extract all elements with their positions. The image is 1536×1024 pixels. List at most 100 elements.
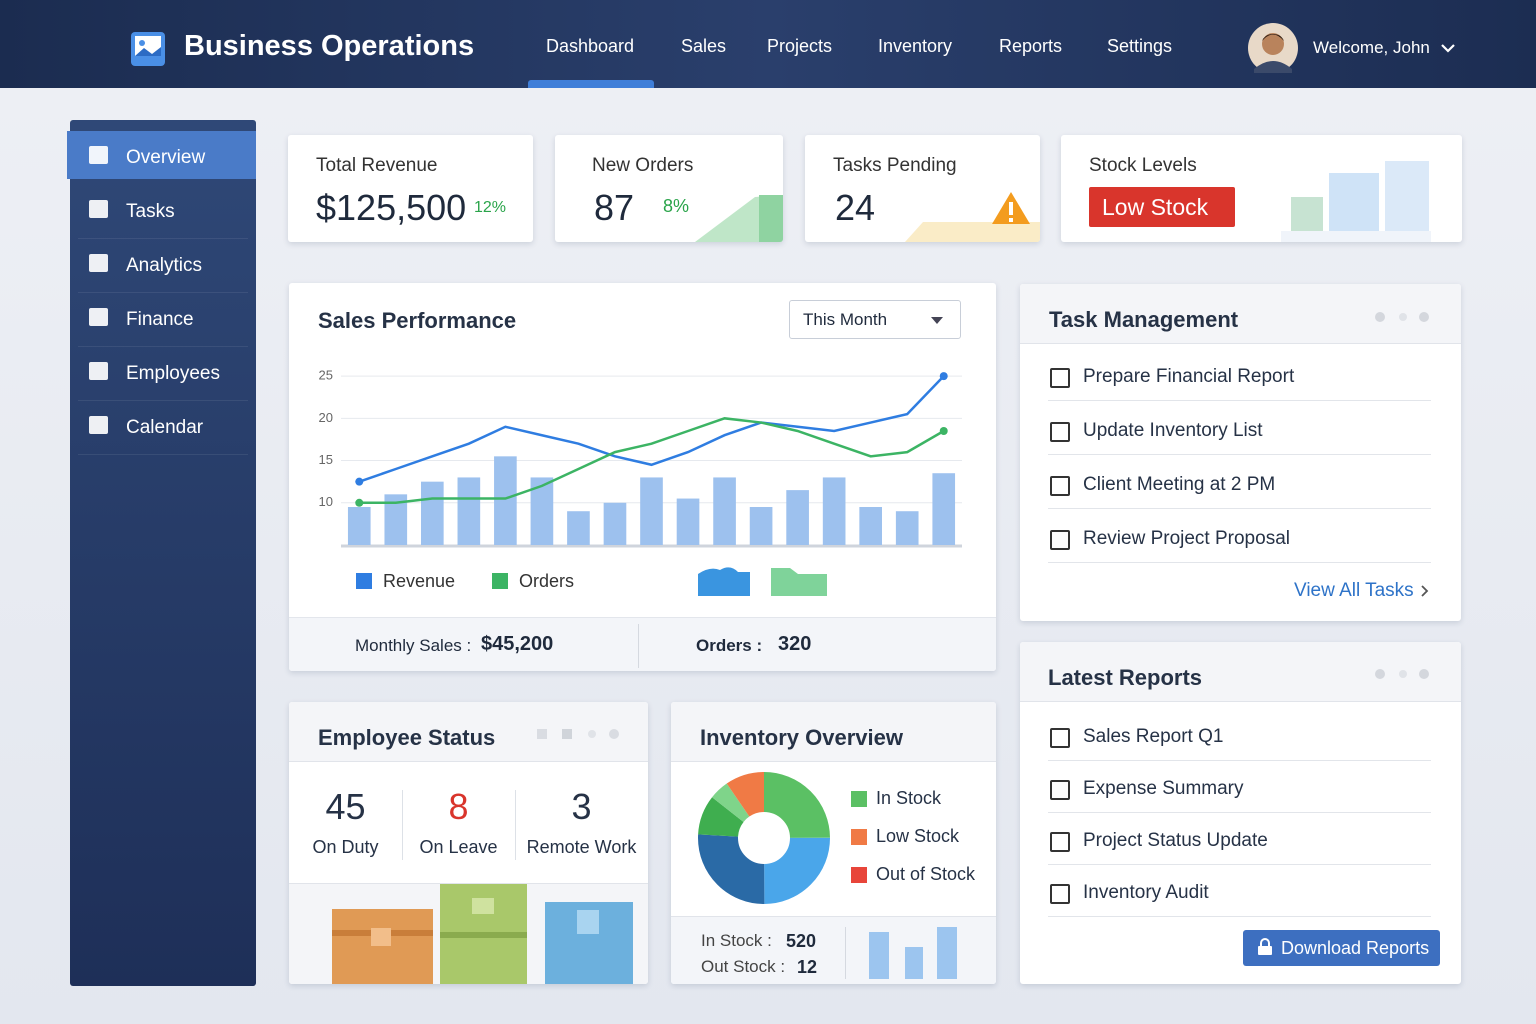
kpi-change: 12% [474,199,507,216]
sidebar-icon [89,416,108,434]
sidebar-item[interactable]: Tasks [78,185,248,239]
nav-item[interactable]: Dashboard [546,36,635,56]
employee-card: Employee Status 45 On Duty 8 On Leave 3 Remot… [289,702,648,984]
kpi-title: New Orders [592,155,694,176]
chevron[interactable] [1420,584,1430,598]
legend-swatch [492,573,508,589]
summary-label: Orders : [696,636,763,655]
stat-label: On Leave [419,837,498,857]
inventory-summary: In Stock : 520 Out Stock : 12 [671,916,996,984]
sidebar-item[interactable]: Analytics [78,239,248,293]
period-dropdown[interactable]: This Month [789,300,961,339]
sidebar-item[interactable]: Calendar [78,401,248,455]
kpi-card: New Orders 87 8% [555,135,783,242]
dropdown-caret[interactable] [1440,42,1456,54]
stat-label: On Duty [312,837,379,857]
sidebar-item[interactable]: Finance [78,293,248,347]
reports-card: Latest Reports Sales Report Q1 Expense Su… [1020,642,1461,984]
sales-card: Sales Performance This Month 10 15 20 25 Rev… [289,283,996,671]
kpi-card: Tasks Pending 24 [805,135,1040,242]
kpi-decoration [695,195,783,242]
bar [530,477,554,545]
series-line [359,417,945,505]
stat-value: 45 [325,786,366,827]
legend-label: Revenue [383,571,455,591]
legend-label: In Stock [876,788,942,808]
card-dots [1375,669,1429,679]
summary-label: Monthly Sales : [355,636,472,655]
view-all-link[interactable]: View All Tasks [1294,580,1414,601]
bar [457,477,481,545]
bar [713,477,736,545]
header: Business Operations Dashboard Sales Projec… [0,0,1536,88]
task-item[interactable]: Client Meeting at 2 PM [1048,456,1431,509]
card-title: Latest Reports [1020,642,1461,702]
divider [845,927,846,979]
sidebar-item[interactable]: Employees [78,347,248,401]
nav-item[interactable]: Reports [999,36,1063,56]
bar [932,473,956,545]
card-title: Sales Performance [318,308,517,333]
sidebar-item[interactable]: Overview [126,147,206,168]
report-item[interactable]: Sales Report Q1 [1048,708,1431,761]
lock-icon[interactable] [1257,938,1273,956]
bar [640,477,663,545]
sidebar-icon [89,146,108,164]
divider [638,624,639,668]
legend-swatch [851,829,867,845]
legend-label: Low Stock [876,826,960,846]
summary-value: $45,200 [481,633,554,655]
nav-item[interactable]: Settings [1107,36,1173,56]
stat-value: 8 [448,786,469,827]
card-dots [1375,312,1429,322]
sidebar-icon [89,308,108,326]
summary-bars [869,927,957,979]
sales-summary: Monthly Sales : $45,200 Orders : 320 [289,617,996,671]
sales-chart: 10 15 20 25 Revenue Orders [319,368,962,596]
kpi-card: Total Revenue $125,500 12% [288,135,533,242]
nav-item[interactable]: Inventory [878,36,953,56]
tasks-card: Task Management Prepare Financial Report… [1020,284,1461,621]
bar [494,456,517,545]
summary-label: Out Stock : [701,957,786,976]
kpi-change: 8% [663,196,690,216]
bar [749,507,773,545]
kpi-decoration [905,222,1040,242]
legend-label: Orders [519,571,574,591]
bar [347,507,371,545]
task-item[interactable]: Prepare Financial Report [1048,348,1431,401]
nav-item[interactable]: Sales [681,36,727,56]
y-tick-label: 25 [319,368,333,383]
brand-icon [131,32,165,66]
card-dots [537,729,619,739]
point [355,498,364,507]
legend-swatch [356,573,372,589]
kpi-value: 24 [835,187,876,228]
series-line [358,375,945,483]
summary-value: 12 [797,957,818,977]
summary-value: 320 [778,633,812,655]
bar [822,477,846,545]
inventory-pie [698,772,830,904]
bar [384,494,408,545]
kpi-title: Total Revenue [316,155,438,176]
report-item[interactable]: Inventory Audit [1048,864,1431,917]
inventory-card: Inventory Overview In Stock Low Stock Out … [671,702,996,984]
divider [289,883,648,884]
task-item[interactable]: Review Project Proposal [1048,510,1431,563]
card-title: Employee Status [289,702,648,762]
y-tick-label: 20 [319,410,333,425]
y-tick-label: 15 [319,452,333,467]
dropdown-caret[interactable] [929,316,945,326]
legend-swatch [851,867,867,883]
report-item[interactable]: Expense Summary [1048,760,1431,813]
download-button[interactable]: Download Reports [1243,930,1440,966]
bar [895,511,919,545]
report-item[interactable]: Project Status Update [1048,812,1431,865]
bar [420,481,444,545]
user-name[interactable]: Welcome, John [1313,38,1430,57]
task-item[interactable]: Update Inventory List [1048,402,1431,455]
nav-item[interactable]: Projects [767,36,833,56]
employee-illustration [289,884,648,984]
avatar[interactable] [1248,23,1298,73]
